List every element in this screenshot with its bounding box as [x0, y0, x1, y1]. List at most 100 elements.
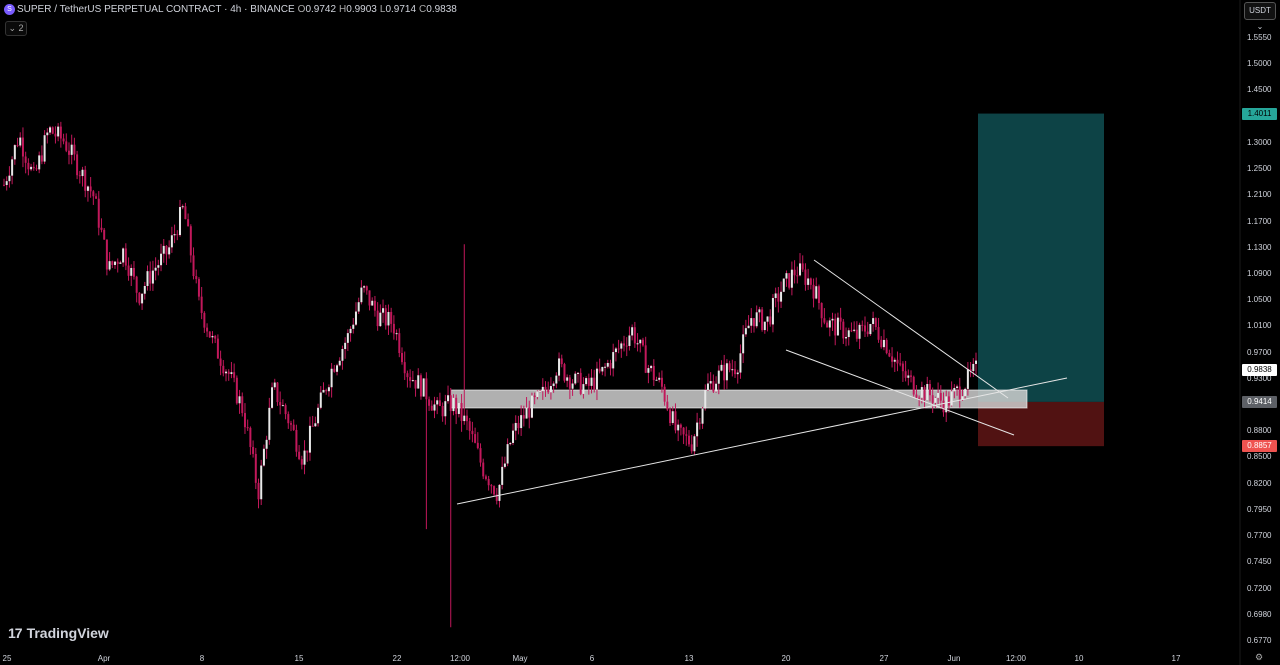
candle-body — [520, 415, 523, 429]
candle-body — [230, 372, 233, 374]
candle-body — [677, 424, 680, 431]
candle-body — [682, 427, 685, 435]
candle-body — [73, 144, 76, 155]
price-tick-label: 0.9300 — [1247, 373, 1272, 383]
candle-body — [5, 181, 8, 186]
candle-body — [178, 207, 181, 236]
candle-body — [238, 396, 241, 404]
candle-body — [530, 395, 533, 418]
candle-body — [3, 184, 5, 186]
candle-body — [108, 261, 111, 270]
candle-body — [330, 368, 333, 388]
candle-body — [503, 463, 506, 467]
candle-body — [750, 318, 753, 326]
candle-body — [262, 448, 265, 466]
candle-body — [910, 375, 913, 377]
candle-body — [325, 389, 328, 392]
candle-body — [631, 327, 634, 336]
candle-body — [763, 321, 766, 331]
lower-wedge-trendline[interactable] — [785, 349, 1015, 436]
candle-body — [606, 362, 609, 367]
candle-body — [81, 169, 84, 177]
price-tick-label: 1.5550 — [1247, 33, 1272, 42]
candle-body — [942, 400, 945, 413]
candle-body — [947, 396, 950, 406]
candle-body — [807, 278, 810, 285]
candle-body — [444, 401, 447, 417]
candle-body — [544, 386, 547, 390]
candle-body — [168, 247, 171, 255]
candle-body — [969, 369, 972, 371]
candle-body — [880, 339, 883, 348]
candle-body — [379, 312, 382, 327]
candle-body — [338, 360, 341, 366]
candle-body — [528, 407, 531, 418]
candle-body — [78, 175, 81, 177]
time-tick-label: 15 — [294, 654, 304, 663]
candle-body — [8, 175, 11, 182]
ohlc-open: O0.9742 — [298, 4, 336, 15]
stop-loss-zone[interactable] — [978, 401, 1104, 447]
candle-body — [352, 324, 355, 329]
candle-body — [923, 387, 926, 401]
candle-body — [484, 476, 487, 479]
candle-body — [141, 293, 144, 304]
time-tick-label: Jun — [947, 654, 961, 663]
candle-body — [181, 206, 184, 208]
candle-body — [674, 411, 677, 431]
candle-body — [785, 273, 788, 279]
time-tick-label: Apr — [97, 654, 111, 663]
low-value: 0.9714 — [385, 3, 417, 15]
take-profit-zone[interactable] — [978, 113, 1104, 402]
candle-body — [441, 405, 444, 417]
ohlc-low: L0.9714 — [380, 4, 416, 15]
candle-body — [604, 366, 607, 368]
ascending-support-trendline[interactable] — [456, 377, 1068, 505]
candle-body — [382, 308, 385, 313]
candle-body — [40, 155, 43, 162]
candle-body — [931, 395, 934, 403]
candle-body — [896, 359, 899, 364]
candle-body — [566, 377, 569, 381]
candle-body — [937, 392, 940, 398]
settings-gear-icon[interactable]: ⚙ — [1255, 652, 1264, 662]
tradingview-logo-mark: 17 — [8, 625, 23, 641]
candle-body — [89, 186, 92, 192]
candle-body — [211, 336, 214, 338]
candle-body — [428, 399, 431, 406]
candle-body — [314, 423, 317, 427]
candle-body — [872, 318, 875, 324]
candle-body — [273, 382, 276, 388]
currency-select-button[interactable]: USDT ⌄ — [1244, 2, 1276, 31]
candle-body — [184, 206, 187, 220]
candle-body — [842, 321, 845, 339]
candle-body — [197, 279, 200, 297]
trendlines[interactable] — [456, 259, 1068, 505]
candle-body — [766, 316, 769, 322]
candle-body — [95, 196, 98, 199]
candle-body — [758, 309, 761, 313]
candle-body — [712, 381, 715, 392]
super-coin-icon[interactable]: S — [4, 3, 15, 15]
indicator-collapse-toggle[interactable]: ⌄ 2 — [5, 21, 27, 36]
candle-body — [463, 415, 466, 422]
candle-body — [300, 459, 303, 465]
candle-body — [956, 386, 959, 388]
candle-body — [582, 384, 585, 394]
candle-body — [103, 229, 106, 240]
candle-body — [35, 168, 38, 170]
candle-body — [736, 372, 739, 375]
candle-body — [669, 409, 672, 424]
tradingview-logo-text: TradingView — [26, 625, 109, 641]
price-tick-label: 1.1300 — [1247, 242, 1272, 252]
upper-wedge-trendline[interactable] — [813, 259, 1009, 399]
candle-body — [517, 422, 520, 429]
candle-body — [430, 405, 433, 411]
symbol-title[interactable]: SUPER / TetherUS PERPETUAL CONTRACT · 4h… — [17, 3, 295, 15]
candle-body — [704, 389, 707, 409]
tradingview-logo[interactable]: 17 TradingView — [8, 625, 109, 641]
candle-body — [512, 430, 515, 443]
candle-body — [222, 365, 225, 374]
candle-body — [828, 320, 831, 328]
